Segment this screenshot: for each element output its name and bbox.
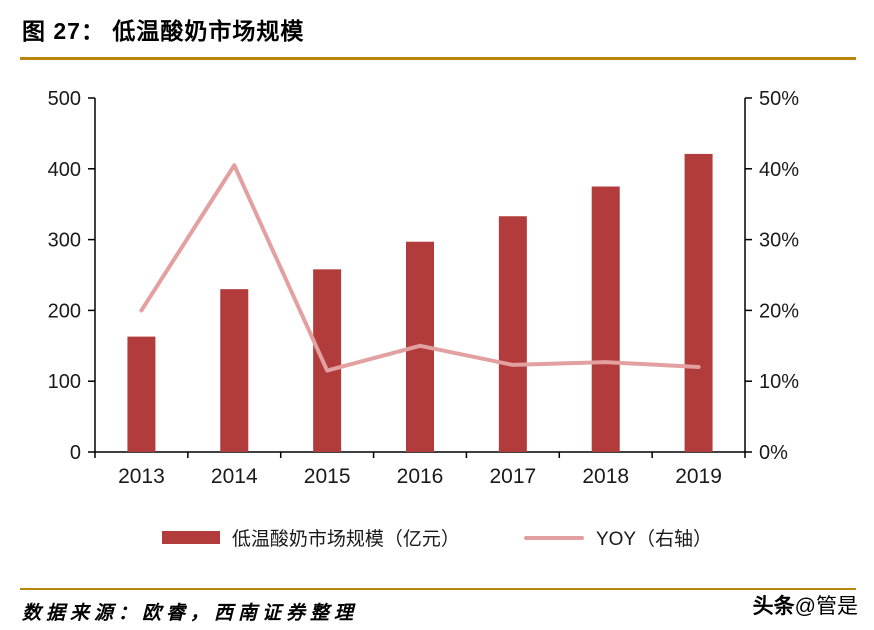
market-size-bar <box>498 216 527 452</box>
right-axis-label: 10% <box>759 371 799 393</box>
top-rule <box>20 57 856 60</box>
left-axis-label: 500 <box>48 88 81 110</box>
data-source-note: 数据来源：欧睿，西南证券整理 <box>22 603 359 624</box>
market-size-bar <box>684 153 713 452</box>
bar-legend-swatch <box>161 531 220 544</box>
left-axis-label: 400 <box>48 159 81 181</box>
left-axis-label: 0 <box>70 442 81 464</box>
right-axis-label: 40% <box>759 159 799 181</box>
market-size-bar <box>220 289 249 452</box>
market-size-bar <box>127 336 156 452</box>
market-size-chart: 500 400 300 200 100 0 50% 40% 30% 20% 10% 0% 2013 201… <box>48 88 800 488</box>
watermark-handle: @管是 <box>794 595 858 618</box>
legend-item-bar: 低温酸奶市场规模（亿元） <box>161 524 460 551</box>
right-axis-label: 30% <box>759 230 799 252</box>
x-axis-category-label: 2013 <box>118 465 165 488</box>
x-axis-category-label: 2018 <box>582 465 629 488</box>
x-axis-category-label: 2019 <box>675 465 722 488</box>
right-axis-label: 0% <box>759 442 788 464</box>
chart-legend: 低温酸奶市场规模（亿元） YOY（右轴） <box>0 524 874 551</box>
watermark: 头条@管是 <box>753 590 858 620</box>
legend-item-line: YOY（右轴） <box>523 524 713 551</box>
yoy-line <box>139 163 701 373</box>
x-axis-category-label: 2015 <box>304 465 351 488</box>
figure-title: 图 27： 低温酸奶市场规模 <box>22 18 305 44</box>
bottom-rule <box>20 588 856 590</box>
left-axis-label: 200 <box>48 300 81 322</box>
left-axis-label: 300 <box>48 230 81 252</box>
x-axis-category-label: 2017 <box>489 465 536 488</box>
watermark-brand: 头条 <box>752 595 795 618</box>
right-axis-label: 20% <box>759 300 799 322</box>
left-axis-label: 100 <box>48 371 81 393</box>
x-axis-category-label: 2016 <box>397 465 444 488</box>
bar-legend-label: 低温酸奶市场规模（亿元） <box>231 529 460 550</box>
line-legend-swatch <box>523 535 584 540</box>
market-size-bar <box>591 186 620 452</box>
market-size-bar <box>313 269 342 452</box>
right-axis-label: 50% <box>759 88 799 110</box>
line-legend-label: YOY（右轴） <box>595 529 713 550</box>
x-axis-category-label: 2014 <box>211 465 258 488</box>
